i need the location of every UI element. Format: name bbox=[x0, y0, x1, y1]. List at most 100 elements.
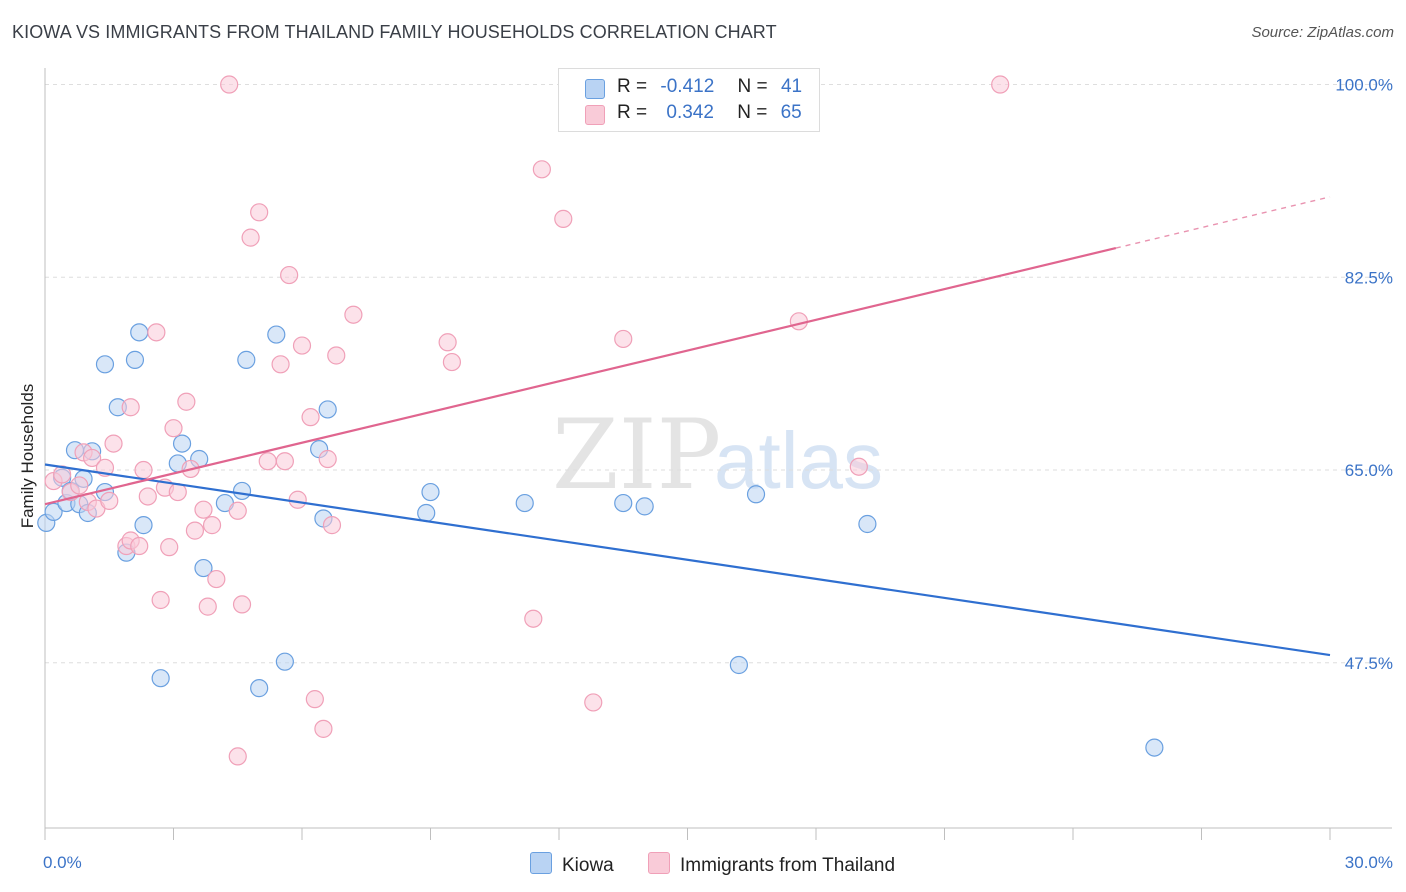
kiowa-point bbox=[421, 482, 440, 502]
thailand-point bbox=[194, 500, 213, 519]
thailand-point bbox=[70, 476, 89, 495]
kiowa-point bbox=[151, 669, 170, 688]
kiowa-point bbox=[614, 493, 633, 513]
legend-n-label: N = bbox=[737, 102, 768, 123]
thailand-point bbox=[532, 160, 551, 179]
legend-r-value-thailand: 0.342 bbox=[666, 102, 714, 123]
kiowa-point bbox=[44, 502, 63, 521]
correlation-legend: R = -0.412 N = 41 R = 0.342 N = 65 bbox=[558, 68, 820, 132]
thailand-point bbox=[164, 419, 183, 438]
thailand-point bbox=[198, 597, 217, 616]
data-points bbox=[37, 75, 1164, 766]
thailand-point bbox=[344, 305, 363, 324]
kiowa-point bbox=[125, 350, 145, 369]
x-tick-label: 30.0% bbox=[1345, 853, 1393, 872]
kiowa-point bbox=[130, 323, 149, 342]
watermark-zip: ZIP bbox=[552, 399, 721, 511]
source-credit: Source: ZipAtlas.com bbox=[1251, 24, 1394, 41]
thailand-point bbox=[185, 521, 205, 540]
kiowa-point bbox=[746, 485, 766, 504]
thailand-point bbox=[207, 569, 226, 589]
chart-title: KIOWA VS IMMIGRANTS FROM THAILAND FAMILY… bbox=[12, 22, 777, 42]
kiowa-point bbox=[237, 350, 256, 369]
kiowa-point bbox=[858, 514, 877, 534]
bottom-legend-kiowa: Kiowa bbox=[530, 852, 614, 877]
thailand-trend-extension bbox=[1115, 196, 1331, 249]
thailand-point bbox=[138, 487, 157, 506]
thailand-point bbox=[83, 448, 102, 468]
thailand-point bbox=[789, 312, 808, 331]
thailand-point bbox=[241, 228, 260, 247]
legend-r-label: R = bbox=[617, 102, 648, 123]
thailand-point bbox=[322, 516, 342, 535]
thailand-point bbox=[438, 333, 457, 352]
bottom-legend-swatch-kiowa bbox=[530, 852, 552, 874]
thailand-point bbox=[100, 491, 119, 510]
axes bbox=[44, 68, 1392, 840]
thailand-point bbox=[130, 536, 149, 556]
thailand-point bbox=[121, 398, 140, 417]
kiowa-point bbox=[267, 325, 286, 344]
thailand-point bbox=[134, 460, 153, 480]
kiowa-point bbox=[95, 355, 115, 374]
legend-n-value-thailand: 65 bbox=[780, 102, 802, 123]
thailand-point bbox=[991, 75, 1010, 94]
thailand-point bbox=[288, 490, 307, 509]
legend-n-value-kiowa: 41 bbox=[780, 76, 803, 97]
thailand-point bbox=[228, 501, 247, 520]
thailand-point bbox=[202, 516, 222, 535]
kiowa-point bbox=[194, 558, 213, 578]
bottom-legend-label-kiowa: Kiowa bbox=[562, 855, 614, 876]
thailand-point bbox=[160, 538, 179, 557]
thailand-point bbox=[228, 747, 247, 766]
thailand-point bbox=[250, 203, 269, 222]
legend-swatch-thailand bbox=[585, 105, 605, 125]
kiowa-point bbox=[515, 493, 534, 513]
thailand-point bbox=[275, 452, 294, 471]
kiowa-point bbox=[729, 655, 749, 675]
thailand-point bbox=[280, 265, 299, 285]
kiowa-point bbox=[318, 400, 337, 419]
thailand-point bbox=[318, 449, 337, 469]
thailand-point bbox=[151, 590, 170, 610]
thailand-point bbox=[314, 719, 333, 738]
kiowa-point bbox=[275, 652, 294, 671]
kiowa-point bbox=[1145, 738, 1164, 757]
thailand-point bbox=[554, 209, 573, 228]
thailand-point bbox=[147, 323, 166, 342]
kiowa-trend-line bbox=[44, 463, 1331, 657]
thailand-point bbox=[271, 355, 290, 374]
thailand-point bbox=[292, 336, 312, 355]
thailand-point bbox=[584, 693, 603, 712]
y-tick-label: 82.5% bbox=[1345, 268, 1393, 287]
thailand-point bbox=[220, 75, 239, 94]
thailand-point bbox=[524, 609, 543, 628]
kiowa-point bbox=[232, 481, 252, 501]
bottom-legend-thailand: Immigrants from Thailand bbox=[648, 852, 895, 877]
x-tick-label: 0.0% bbox=[43, 853, 82, 872]
thailand-trend-line bbox=[44, 247, 1117, 506]
legend-n-label: N = bbox=[737, 76, 768, 97]
y-tick-label: 65.0% bbox=[1345, 461, 1393, 480]
thailand-point bbox=[849, 457, 868, 476]
y-tick-label: 100.0% bbox=[1335, 76, 1393, 95]
thailand-point bbox=[301, 408, 320, 427]
thailand-point bbox=[177, 392, 196, 411]
bottom-legend-swatch-thailand bbox=[648, 852, 670, 874]
thailand-point bbox=[104, 434, 123, 453]
thailand-point bbox=[305, 690, 324, 709]
kiowa-point bbox=[417, 503, 436, 523]
kiowa-point bbox=[172, 434, 192, 453]
thailand-point bbox=[53, 465, 72, 484]
legend-r-label: R = bbox=[617, 76, 648, 97]
legend-r-value-kiowa: -0.412 bbox=[660, 76, 715, 97]
thailand-point bbox=[442, 352, 462, 372]
y-tick-label: 47.5% bbox=[1345, 654, 1393, 673]
kiowa-point bbox=[635, 497, 654, 516]
legend-swatch-kiowa bbox=[585, 79, 605, 99]
gridlines bbox=[45, 84, 1392, 664]
kiowa-point bbox=[250, 679, 269, 698]
thailand-point bbox=[258, 452, 277, 471]
thailand-point bbox=[232, 595, 252, 614]
